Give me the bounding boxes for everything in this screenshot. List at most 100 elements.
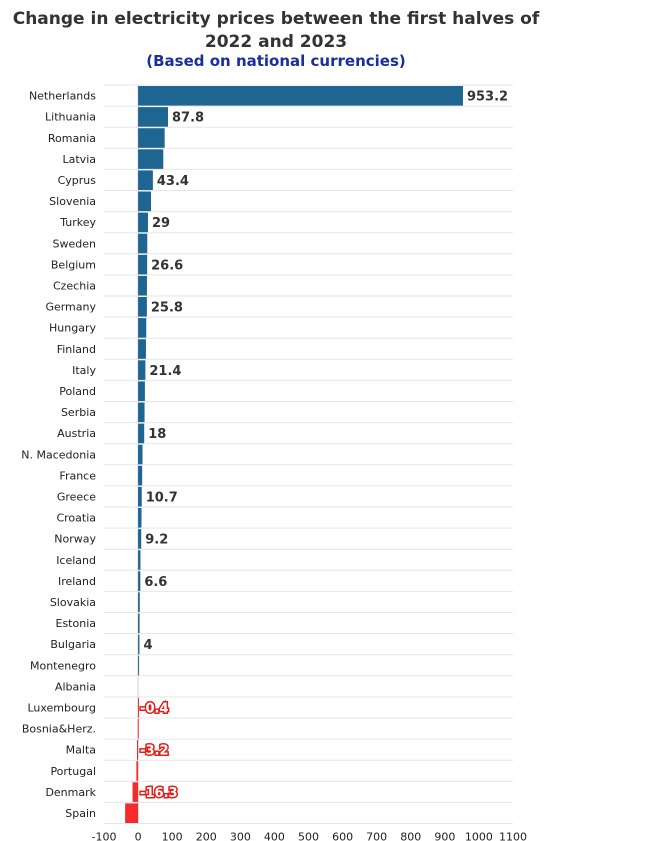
bar bbox=[138, 381, 145, 401]
data-label: 29 bbox=[152, 216, 170, 231]
bar bbox=[138, 402, 145, 423]
category-label: Sweden bbox=[53, 237, 96, 250]
category-label: Luxembourg bbox=[27, 701, 96, 714]
category-label: Greece bbox=[57, 490, 96, 503]
data-label: 18 bbox=[148, 427, 166, 442]
category-label: Turkey bbox=[59, 216, 96, 229]
category-label: Spain bbox=[65, 807, 96, 820]
bar bbox=[138, 170, 153, 190]
category-label: Malta bbox=[66, 744, 96, 757]
x-tick-label: 600 bbox=[332, 831, 353, 841]
x-tick-label: 800 bbox=[400, 831, 421, 841]
x-tick-label: 900 bbox=[434, 831, 455, 841]
category-label: Latvia bbox=[63, 153, 97, 166]
bar bbox=[138, 318, 147, 338]
chart-title-line-1: Change in electricity prices between the… bbox=[12, 9, 540, 29]
data-label: 26.6 bbox=[151, 258, 183, 273]
bar bbox=[138, 360, 146, 380]
category-label: Netherlands bbox=[29, 90, 96, 103]
category-label: Austria bbox=[57, 427, 96, 440]
category-label: Cyprus bbox=[58, 174, 97, 187]
data-label: 87.8 bbox=[172, 111, 204, 126]
category-label: Croatia bbox=[56, 512, 96, 525]
category-label: Montenegro bbox=[30, 659, 96, 672]
bar bbox=[138, 128, 165, 148]
x-tick-label: 700 bbox=[366, 831, 387, 841]
data-label: 10.7 bbox=[146, 490, 178, 505]
x-tick-label: 1000 bbox=[465, 831, 493, 841]
category-label: Romania bbox=[48, 132, 96, 145]
bar bbox=[138, 107, 169, 127]
data-label: -0.4 bbox=[140, 701, 168, 716]
x-tick-label: 1100 bbox=[499, 831, 527, 841]
bar bbox=[138, 486, 142, 507]
category-labels: Netherlands Lithuania Romania Latvia Cyprus S… bbox=[21, 90, 96, 820]
bar bbox=[138, 423, 145, 444]
category-label: Norway bbox=[54, 533, 96, 546]
bar bbox=[138, 191, 152, 212]
category-label: Bosnia&Herz. bbox=[22, 723, 96, 736]
bar bbox=[138, 233, 148, 254]
category-label: France bbox=[59, 469, 96, 482]
x-tick-label: 400 bbox=[264, 831, 285, 841]
data-label: 953.2 bbox=[467, 90, 508, 105]
category-label: Denmark bbox=[45, 786, 96, 799]
bar bbox=[138, 212, 148, 233]
category-label: Slovenia bbox=[49, 195, 96, 208]
x-tick-label: 200 bbox=[196, 831, 217, 841]
data-label: 43.4 bbox=[157, 174, 189, 189]
data-label: 4 bbox=[143, 638, 152, 653]
category-label: Czechia bbox=[53, 279, 96, 292]
category-label: Belgium bbox=[51, 258, 96, 271]
data-label: 9.2 bbox=[145, 533, 168, 548]
category-label: Albania bbox=[55, 680, 96, 693]
bar bbox=[137, 719, 139, 739]
category-label: Slovakia bbox=[50, 596, 96, 609]
bar bbox=[136, 761, 139, 781]
category-label: Iceland bbox=[56, 554, 96, 567]
bar bbox=[138, 275, 147, 296]
bar bbox=[136, 740, 139, 760]
category-label: Hungary bbox=[49, 322, 96, 335]
chart-subtitle: (Based on national currencies) bbox=[146, 52, 406, 70]
category-label: Ireland bbox=[58, 575, 96, 588]
bar bbox=[132, 782, 139, 802]
category-label: Italy bbox=[72, 364, 96, 377]
bar bbox=[138, 613, 140, 634]
bar bbox=[137, 697, 139, 718]
data-labels: 953.2 87.8 43.4 29 26.6 25.8 21.4 18 10.7 9.2 6.6 4… bbox=[139, 90, 509, 803]
category-label: Portugal bbox=[50, 765, 96, 778]
bar bbox=[138, 254, 148, 275]
bars bbox=[125, 86, 463, 823]
bar bbox=[138, 592, 140, 612]
x-tick-label: 300 bbox=[230, 831, 251, 841]
bar bbox=[138, 655, 140, 676]
category-label: Finland bbox=[57, 343, 96, 356]
x-tick-label: 100 bbox=[162, 831, 183, 841]
bar bbox=[138, 529, 142, 549]
x-tick-label: 0 bbox=[135, 831, 142, 841]
x-tick-label: 500 bbox=[298, 831, 319, 841]
bar bbox=[138, 550, 141, 570]
category-label: Serbia bbox=[61, 406, 96, 419]
category-label: Poland bbox=[59, 385, 96, 398]
bar bbox=[138, 297, 147, 317]
category-label: Lithuania bbox=[45, 111, 96, 124]
grid-lines bbox=[104, 84, 513, 824]
category-label: Bulgaria bbox=[50, 638, 96, 651]
data-label: -16.3 bbox=[140, 786, 177, 801]
category-label: N. Macedonia bbox=[21, 448, 96, 461]
category-label: Estonia bbox=[56, 617, 97, 630]
data-label: 21.4 bbox=[149, 364, 181, 379]
x-axis-ticks: -100 0 100 200 300 400 500 600 700 800 900 1000 1100 bbox=[92, 831, 527, 841]
bar bbox=[138, 86, 463, 106]
bar bbox=[138, 465, 143, 486]
bar bbox=[138, 444, 143, 465]
bar bbox=[138, 508, 142, 528]
x-tick-label: -100 bbox=[92, 831, 117, 841]
chart-title-line-2: 2022 and 2023 bbox=[204, 32, 348, 52]
data-label: 6.6 bbox=[144, 575, 167, 590]
bar bbox=[138, 149, 164, 169]
bar bbox=[138, 571, 141, 591]
